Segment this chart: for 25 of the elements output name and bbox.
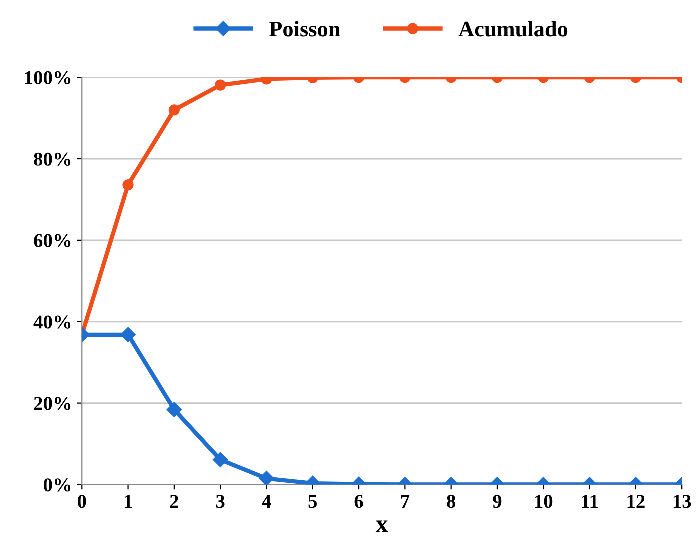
x-tick-label: 12 bbox=[628, 495, 645, 508]
y-tick-label: 80% bbox=[34, 152, 71, 166]
x-tick-label: 11 bbox=[582, 495, 598, 508]
y-tick-label: 100% bbox=[25, 71, 71, 85]
x-axis-title: x bbox=[376, 520, 388, 532]
x-tick-label: 6 bbox=[354, 495, 364, 508]
x-tick-label: 4 bbox=[262, 495, 272, 508]
y-tick-label: 20% bbox=[34, 397, 71, 410]
point bbox=[120, 327, 136, 342]
legend-label: Acumulado bbox=[458, 21, 568, 37]
x-tick-label: 7 bbox=[401, 495, 410, 508]
x-tick-label: 5 bbox=[308, 495, 318, 508]
legend-label: Poisson bbox=[270, 21, 340, 37]
x-tick-label: 3 bbox=[216, 495, 225, 508]
y-tick-label: 40% bbox=[34, 316, 71, 329]
x-tick-label: 0 bbox=[78, 495, 86, 508]
x-tick-label: 9 bbox=[493, 495, 502, 508]
x-tick-label: 1 bbox=[124, 495, 132, 508]
x-tick-label: 8 bbox=[447, 495, 456, 508]
x-tick-label: 10 bbox=[535, 495, 553, 508]
point bbox=[122, 180, 134, 191]
x-tick-label: 2 bbox=[170, 495, 178, 508]
y-tick-label: 0% bbox=[44, 478, 71, 492]
y-tick-label: 60% bbox=[34, 234, 71, 248]
x-tick-label: 13 bbox=[674, 495, 692, 508]
